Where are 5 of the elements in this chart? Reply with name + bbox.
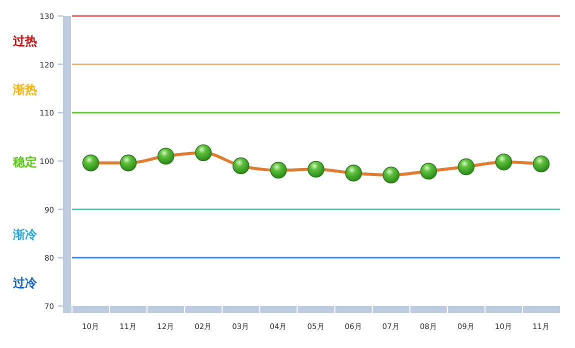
text: 渐热 xyxy=(12,82,37,96)
text: 过热 xyxy=(12,34,37,48)
text: 过冷 xyxy=(12,276,38,290)
text: 稳定 xyxy=(12,155,37,169)
text: 渐冷 xyxy=(12,228,38,242)
